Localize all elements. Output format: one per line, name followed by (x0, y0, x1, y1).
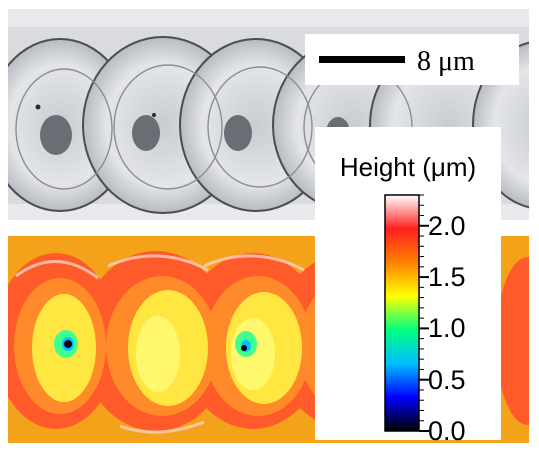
colorbar-gradient (384, 194, 429, 432)
scale-bar: 8 μm (305, 34, 519, 85)
colorbar-tick-label: 1.5 (428, 262, 466, 293)
colorbar-tick-label: 0.0 (428, 416, 466, 446)
colorbar-tick-label: 2.0 (428, 210, 466, 241)
colorbar-tick-label: 0.5 (428, 364, 466, 395)
colorbar-tick-label: 1.0 (428, 313, 466, 344)
scale-bar-line (319, 56, 405, 63)
colorbar-title: Height (μm) (339, 152, 477, 182)
colorbar-legend: Height (μm) 0.0 0.5 1.0 1.5 2.0 (315, 127, 501, 446)
scale-bar-label: 8 μm (417, 46, 475, 77)
